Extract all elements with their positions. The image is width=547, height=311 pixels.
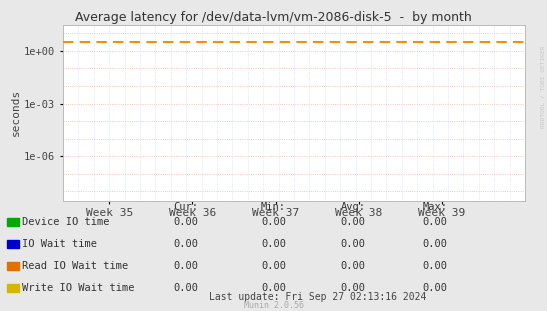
Text: Avg:: Avg: [340,202,365,212]
Text: Cur:: Cur: [173,202,199,212]
Y-axis label: seconds: seconds [11,89,21,136]
Text: 0.00: 0.00 [340,239,365,249]
Text: 0.00: 0.00 [340,217,365,227]
Text: Munin 2.0.56: Munin 2.0.56 [243,301,304,310]
Text: Write IO Wait time: Write IO Wait time [22,283,135,293]
Text: Min:: Min: [261,202,286,212]
Text: 0.00: 0.00 [173,261,199,271]
Text: Device IO time: Device IO time [22,217,109,227]
Text: Read IO Wait time: Read IO Wait time [22,261,128,271]
Text: RRDTOOL / TOBI OETIKER: RRDTOOL / TOBI OETIKER [541,46,546,128]
Text: Average latency for /dev/data-lvm/vm-2086-disk-5  -  by month: Average latency for /dev/data-lvm/vm-208… [75,11,472,24]
Text: Last update: Fri Sep 27 02:13:16 2024: Last update: Fri Sep 27 02:13:16 2024 [208,292,426,302]
Text: 0.00: 0.00 [340,283,365,293]
Text: 0.00: 0.00 [173,283,199,293]
Text: 0.00: 0.00 [422,261,447,271]
Text: 0.00: 0.00 [422,239,447,249]
Text: 0.00: 0.00 [340,261,365,271]
Text: 0.00: 0.00 [173,239,199,249]
Text: 0.00: 0.00 [261,239,286,249]
Text: 0.00: 0.00 [261,217,286,227]
Text: 0.00: 0.00 [261,261,286,271]
Text: 0.00: 0.00 [261,283,286,293]
Text: 0.00: 0.00 [173,217,199,227]
Text: IO Wait time: IO Wait time [22,239,97,249]
Text: Max:: Max: [422,202,447,212]
Text: 0.00: 0.00 [422,283,447,293]
Text: 0.00: 0.00 [422,217,447,227]
